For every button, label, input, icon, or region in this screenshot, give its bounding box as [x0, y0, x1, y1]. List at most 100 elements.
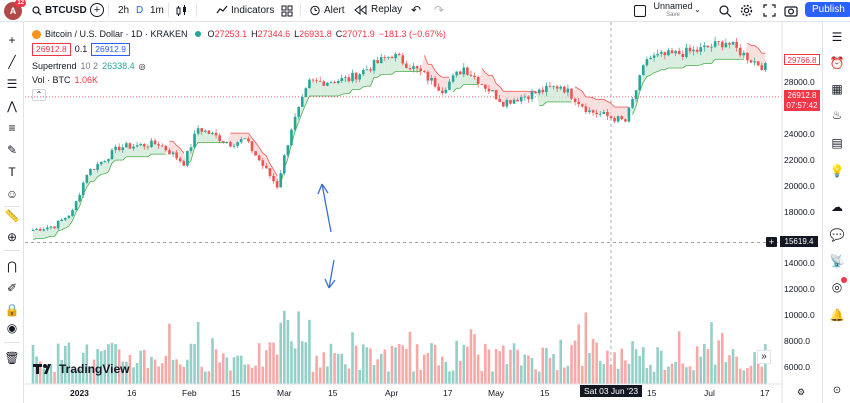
volume-bar [114, 344, 117, 384]
buy-price[interactable]: 26912.9 [91, 42, 130, 56]
cloud-icon[interactable]: ☁ [831, 200, 843, 214]
sell-price[interactable]: 26912.8 [32, 42, 71, 56]
supertrend-line [481, 68, 486, 74]
price-tick-label: 6000.0 [784, 362, 810, 372]
trend-line-icon[interactable]: ╱ [8, 55, 16, 69]
volume-bar [186, 359, 189, 384]
supertrend-line [642, 76, 648, 83]
pencil-lock-icon[interactable]: ✐ [6, 281, 18, 295]
chevron-down-icon[interactable]: ⌄ [694, 5, 701, 14]
collapse-legend-chevron-up-icon[interactable]: ⌃ [32, 89, 46, 101]
volume-bar [516, 349, 519, 384]
lock-icon[interactable]: 🔒 [4, 303, 20, 317]
fullscreen-icon[interactable] [763, 4, 776, 17]
supertrend-name[interactable]: Supertrend [32, 61, 77, 71]
crosshair-icon[interactable]: + [8, 33, 16, 47]
supertrend-fill [632, 94, 637, 115]
volume-bar [433, 344, 437, 384]
price-tick-label: 18000.0 [784, 207, 815, 217]
fib-retracement-icon[interactable]: ≡ [8, 121, 16, 135]
undo-icon[interactable]: ↶ [411, 3, 422, 17]
replay-button[interactable]: Replay [354, 4, 402, 15]
volume-bar [685, 367, 688, 384]
brush-icon[interactable]: ✎ [6, 143, 18, 157]
volume-bar [383, 349, 387, 384]
price-chart[interactable] [25, 22, 822, 403]
supertrend-line [294, 121, 300, 132]
trash-icon[interactable]: 🗑 [4, 351, 20, 365]
layout-name[interactable]: Unnamed Save [653, 1, 693, 18]
candle-body [652, 55, 656, 58]
gear-icon[interactable] [740, 4, 753, 17]
volume-bar [699, 356, 703, 384]
alert-button[interactable]: Alert [309, 4, 345, 16]
volume-bar [764, 344, 767, 384]
quick-search-icon[interactable] [718, 4, 732, 18]
interval-d[interactable]: D [136, 5, 144, 16]
supertrend-fill [338, 79, 342, 96]
volume-bar [193, 344, 196, 384]
user-avatar[interactable]: A 12 [4, 0, 26, 20]
calendar-icon[interactable]: ▤ [831, 136, 843, 150]
horizontal-lines-icon[interactable]: ☰ [6, 77, 18, 91]
supertrend-fill [578, 88, 583, 106]
ruler-icon[interactable]: 📏 [4, 209, 20, 223]
volume-bar [221, 353, 225, 384]
hide-eye-icon[interactable]: ◎ [138, 61, 146, 71]
supertrend-line [542, 101, 547, 106]
notifications-icon[interactable]: 🔔 [829, 308, 845, 322]
publish-button[interactable]: Publish [805, 2, 850, 17]
stream-icon[interactable]: 📡 [829, 254, 845, 268]
interval-1m[interactable]: 1m [150, 5, 164, 16]
eye-icon[interactable]: ◉ [6, 321, 18, 335]
candle-body [415, 66, 419, 69]
candle-body [53, 226, 56, 229]
volume-bar [534, 369, 537, 384]
indicators-button[interactable]: Indicators [216, 4, 274, 16]
supertrend-fill [345, 77, 349, 94]
pitchfork-icon[interactable]: ⋀ [7, 99, 17, 113]
volume-bar [505, 364, 509, 384]
add-plus-icon[interactable]: + [766, 237, 777, 247]
volume-bar [670, 363, 674, 384]
volume-bar [329, 343, 333, 384]
time-zone-gear-icon[interactable]: ⚙ [797, 387, 806, 397]
text-icon[interactable]: T [8, 165, 16, 179]
ideas-bulb-icon[interactable]: 💡 [829, 164, 845, 178]
candle-body [728, 42, 731, 45]
volume-value: 1.06K [74, 75, 99, 85]
broadcast-icon[interactable]: ◎ [831, 280, 843, 294]
volume-bar [638, 355, 642, 384]
bitcoin-icon [32, 29, 41, 39]
candle-body [139, 143, 142, 146]
time-tick-label: Mar [277, 388, 292, 398]
symbol-search[interactable]: BTCUSD [32, 5, 87, 16]
layouts-icon[interactable] [281, 5, 293, 17]
supertrend-fill [535, 91, 540, 106]
zoom-in-icon[interactable]: ⊕ [6, 230, 18, 244]
watchlist-icon[interactable]: ☰ [831, 30, 843, 44]
menu-icon[interactable]: ⊙ [832, 385, 842, 396]
redo-icon[interactable]: ↷ [434, 3, 445, 17]
chat-icon[interactable]: 💬 [829, 228, 845, 242]
camera-icon[interactable] [784, 4, 798, 17]
volume-bar [153, 359, 157, 384]
volume-bar [275, 354, 279, 384]
volume-bar [451, 370, 455, 384]
candles-icon[interactable] [175, 5, 189, 17]
volume-bar [735, 356, 738, 384]
magnet-icon[interactable]: ⋂ [7, 259, 17, 273]
volume-name[interactable]: Vol · BTC [32, 75, 71, 85]
data-window-icon[interactable]: ▦ [831, 82, 843, 96]
supertrend-fill [140, 144, 145, 157]
layout-checkbox-icon[interactable] [634, 5, 646, 17]
candle-body [354, 72, 358, 80]
hotlist-flame-icon[interactable]: ♨ [831, 108, 843, 122]
volume-bar [584, 312, 588, 384]
alarm-clock-icon[interactable]: ⏰ [829, 56, 845, 70]
scroll-to-realtime-icon[interactable]: » [757, 350, 771, 364]
emoji-icon[interactable]: ☺ [5, 187, 19, 201]
interval-2h[interactable]: 2h [118, 5, 130, 16]
market-status-icon [194, 31, 201, 37]
add-symbol-icon[interactable]: + [90, 3, 104, 17]
